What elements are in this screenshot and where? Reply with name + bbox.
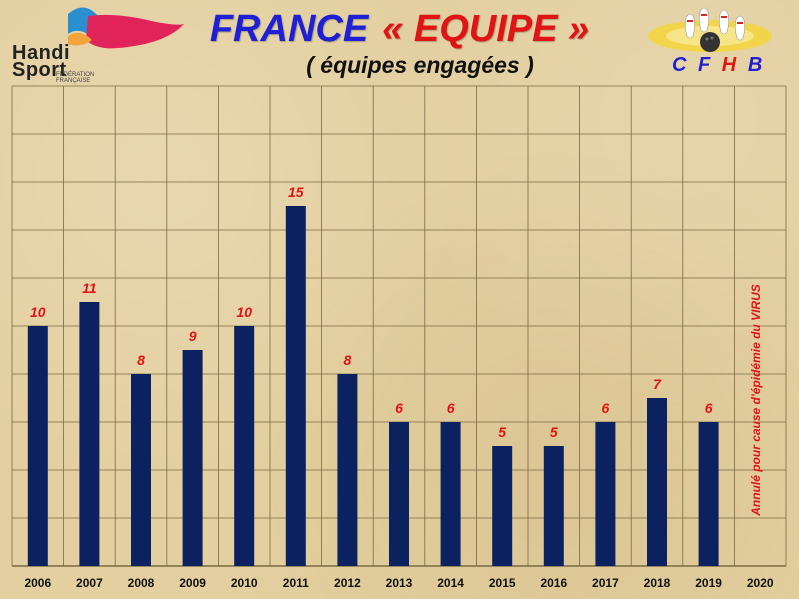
value-label-2009: 9 [189,328,197,344]
bar-2019 [698,422,719,566]
x-tick-label-2008: 2008 [128,576,155,590]
value-label-2011: 15 [288,184,304,200]
value-label-2008: 8 [137,352,145,368]
logo-small-line1: FÉDÉRATION [56,72,95,78]
x-tick-label-2020: 2020 [747,576,774,590]
logo-word-handi: Handi [12,42,71,64]
handisport-logo: Handi Sport FÉDÉRATION FRANÇAISE [6,4,196,86]
x-tick-label-2006: 2006 [24,576,51,590]
title-accent: « EQUIPE » [382,8,590,50]
bar-2009 [182,350,203,566]
x-tick-label-2007: 2007 [76,576,103,590]
x-tick-label-2019: 2019 [695,576,722,590]
bar-2010 [234,326,255,566]
page-subtitle: ( équipes engagées ) [306,52,534,78]
bar-2007 [79,302,100,566]
x-tick-label-2014: 2014 [437,576,464,590]
bar-2017 [595,422,616,566]
value-label-2014: 6 [447,400,455,416]
x-tick-label-2011: 2011 [283,576,309,590]
bar-2015 [492,446,513,566]
x-tick-label-2010: 2010 [231,576,258,590]
bar-2008 [131,374,151,566]
bowling-icon [648,7,772,52]
bar-2016 [543,446,564,566]
org-acronym: C F H B [672,54,765,77]
org-letter: F [698,54,714,76]
x-tick-label-2009: 2009 [179,576,206,590]
org-letter: B [747,54,766,76]
value-label-2010: 10 [236,304,252,320]
handisport-logo-icon [68,7,184,49]
logo-word-sport: Sport [12,59,67,81]
value-label-2016: 5 [550,424,558,440]
bar-2013 [389,422,409,566]
bar-2018 [647,398,667,566]
title-main: FRANCE [209,8,369,50]
value-label-2012: 8 [344,352,352,368]
bar-2014 [440,422,461,566]
bar-2011 [285,206,306,566]
x-tick-label-2015: 2015 [489,576,516,590]
value-label-2007: 11 [82,280,97,296]
annotation-2020: Annulé pour cause d'épidémie du VIRUS [749,284,763,517]
value-label-2006: 10 [30,304,46,320]
x-tick-label-2013: 2013 [386,576,413,590]
value-label-2013: 6 [395,400,403,416]
value-label-2018: 7 [653,376,662,392]
value-label-2015: 5 [498,424,506,440]
bar-2012 [337,374,358,566]
logo-small-line2: FRANÇAISE [56,78,91,84]
value-label-2017: 6 [602,400,610,416]
page-title: FRANCE « EQUIPE » [0,6,799,52]
x-tick-label-2012: 2012 [334,576,361,590]
org-letter: H [721,54,740,76]
value-label-2019: 6 [705,400,713,416]
x-tick-label-2017: 2017 [592,576,619,590]
logo-small-text: FÉDÉRATION FRANÇAISE [56,72,94,84]
x-tick-label-2016: 2016 [540,576,567,590]
bowling-logo [636,4,786,84]
x-tick-label-2018: 2018 [644,576,671,590]
org-letter: C [672,54,690,76]
bar-2006 [27,326,48,566]
